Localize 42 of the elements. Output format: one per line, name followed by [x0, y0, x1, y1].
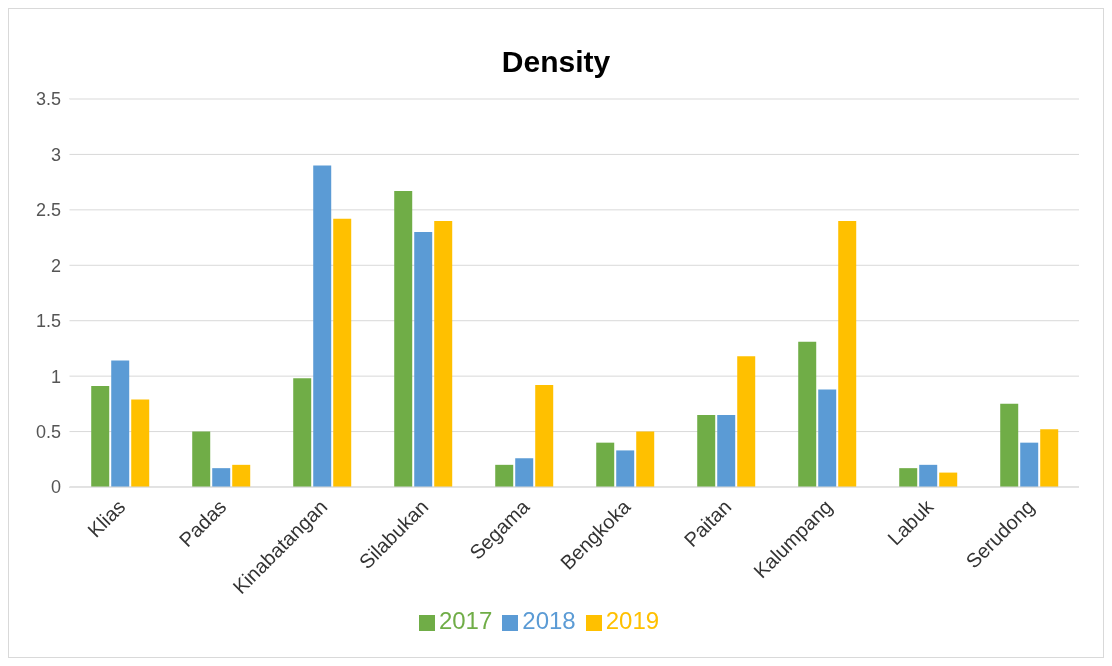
bar	[111, 360, 130, 487]
bar	[212, 468, 231, 487]
legend-label: 2018	[522, 607, 576, 634]
bar	[434, 220, 453, 487]
y-tick-label: 0.5	[35, 421, 61, 442]
bar	[1000, 403, 1019, 487]
bar	[414, 232, 433, 487]
bar	[394, 191, 413, 487]
bar	[333, 218, 352, 487]
y-tick-label: 3.5	[35, 89, 61, 110]
bar	[899, 468, 918, 487]
bar	[636, 431, 655, 487]
bar	[293, 378, 312, 487]
y-tick-label: 2	[50, 255, 61, 276]
bar	[939, 472, 958, 487]
bar	[495, 464, 514, 487]
y-tick-label: 0	[50, 477, 61, 498]
bar	[596, 442, 615, 487]
bar	[313, 165, 332, 487]
y-tick-label: 1	[50, 366, 61, 387]
bar	[919, 464, 938, 487]
bar	[131, 399, 150, 487]
bar	[616, 450, 635, 487]
bar	[798, 341, 817, 487]
bar	[91, 386, 110, 487]
bar	[838, 220, 857, 487]
bar	[515, 458, 534, 487]
y-tick-label: 3	[50, 144, 61, 165]
chart-title: Density	[500, 45, 612, 80]
bar	[232, 464, 251, 487]
bar	[192, 431, 211, 487]
bar	[717, 414, 736, 487]
legend-label: 2019	[605, 607, 660, 634]
bar	[1020, 442, 1039, 487]
bar	[737, 356, 756, 487]
legend-label: 2017	[438, 607, 493, 634]
bar	[1040, 429, 1059, 487]
y-tick-label: 2.5	[35, 200, 61, 221]
bar	[535, 385, 554, 487]
y-tick-label: 1.5	[35, 311, 61, 332]
bar	[697, 414, 716, 487]
bar	[818, 389, 837, 487]
